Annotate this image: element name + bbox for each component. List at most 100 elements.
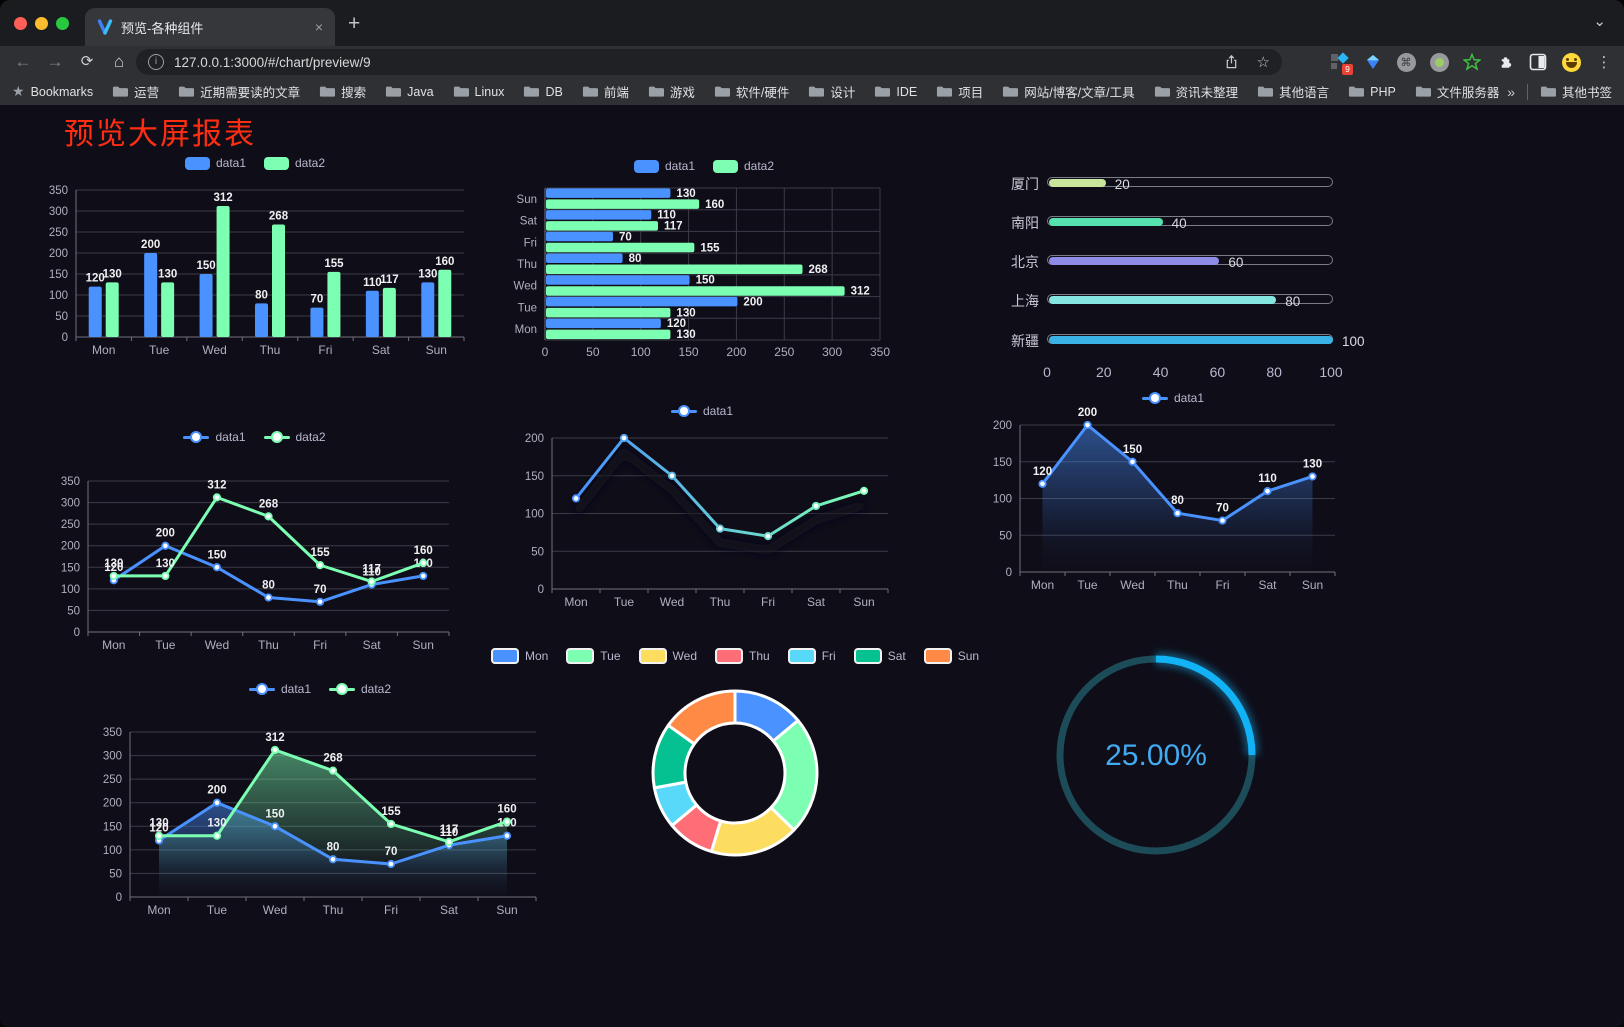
- data-point-marker[interactable]: [212, 493, 222, 502]
- legend-item-Tue[interactable]: Tue: [566, 648, 621, 664]
- record-extension-icon[interactable]: [1429, 52, 1449, 72]
- data-point-marker[interactable]: [154, 831, 164, 840]
- data-point-marker[interactable]: [270, 822, 280, 831]
- side-panel-icon[interactable]: [1528, 52, 1548, 72]
- browser-menu-kebab-icon[interactable]: ⋮: [1596, 54, 1612, 71]
- tab-close-icon[interactable]: ×: [314, 19, 323, 35]
- legend-item-data1[interactable]: data1: [183, 430, 246, 444]
- legend-item-Sun[interactable]: Sun: [923, 648, 979, 664]
- data-point-marker[interactable]: [367, 577, 376, 586]
- share-icon[interactable]: [1224, 54, 1239, 70]
- bookmark-folder[interactable]: Linux: [453, 85, 504, 99]
- bar-data1-Sun[interactable]: [421, 282, 435, 337]
- data-point-marker[interactable]: [1083, 420, 1092, 430]
- bookmark-folder[interactable]: DB: [523, 85, 563, 99]
- other-bookmarks-folder[interactable]: 其他书签: [1540, 82, 1612, 101]
- site-info-icon[interactable]: i: [148, 54, 164, 70]
- progress-track[interactable]: 40: [1047, 216, 1333, 231]
- new-tab-button[interactable]: +: [348, 12, 361, 35]
- bookmark-folder[interactable]: 设计: [808, 82, 855, 101]
- bookmark-folder[interactable]: 其他语言: [1257, 82, 1329, 101]
- data-point-marker[interactable]: [1173, 509, 1182, 518]
- bar-data2-Sat[interactable]: [382, 287, 396, 337]
- gem-extension-icon[interactable]: [1363, 52, 1383, 72]
- legend-item-data2[interactable]: data2: [329, 682, 391, 696]
- bar-data2-Wed[interactable]: [216, 205, 230, 337]
- bar-data1-Mon[interactable]: [546, 318, 661, 329]
- home-button[interactable]: ⌂: [113, 52, 125, 71]
- legend-item-data1[interactable]: data1: [184, 156, 246, 170]
- data-point-marker[interactable]: [161, 541, 170, 550]
- legend-item-Sat[interactable]: Sat: [853, 648, 906, 664]
- bar-data2-Thu[interactable]: [546, 264, 803, 275]
- legend-item-Wed[interactable]: Wed: [638, 648, 697, 664]
- bar-data2-Fri[interactable]: [327, 271, 341, 337]
- data-point-marker[interactable]: [328, 855, 338, 864]
- bookmark-star-icon[interactable]: ☆: [1256, 54, 1270, 71]
- bookmark-folder[interactable]: 项目: [936, 82, 983, 101]
- progress-track[interactable]: 100: [1047, 334, 1365, 349]
- bar-data2-Mon[interactable]: [546, 329, 671, 340]
- bar-data1-Tue[interactable]: [144, 253, 158, 337]
- data-point-marker[interactable]: [1218, 516, 1227, 525]
- data-point-marker[interactable]: [859, 486, 869, 495]
- url-text[interactable]: 127.0.0.1:3000/#/chart/preview/9: [174, 54, 371, 70]
- forward-button[interactable]: →: [46, 52, 64, 71]
- data-point-marker[interactable]: [109, 571, 118, 581]
- bar-data2-Tue[interactable]: [546, 307, 671, 318]
- extension-grid-icon[interactable]: 9: [1330, 52, 1353, 75]
- bookmark-folder[interactable]: Java: [385, 85, 434, 99]
- legend-item-data1[interactable]: data1: [633, 159, 695, 173]
- bar-data1-Tue[interactable]: [546, 296, 738, 307]
- data-point-marker[interactable]: [811, 501, 821, 511]
- data-point-marker[interactable]: [212, 831, 222, 840]
- data-point-marker[interactable]: [1263, 487, 1272, 496]
- bookmark-folder[interactable]: 前端: [582, 82, 629, 101]
- window-close-button[interactable]: [14, 17, 27, 30]
- bookmark-folder[interactable]: 运营: [112, 82, 159, 101]
- data-point-marker[interactable]: [619, 433, 629, 443]
- window-minimize-button[interactable]: [35, 17, 48, 30]
- data-point-marker[interactable]: [212, 563, 222, 572]
- bookmark-folder[interactable]: 文件服务器: [1415, 82, 1499, 101]
- data-point-marker[interactable]: [1038, 479, 1047, 488]
- data-point-marker[interactable]: [502, 817, 512, 826]
- browser-tab[interactable]: 预览-各种组件 ×: [85, 8, 335, 46]
- bar-data2-Fri[interactable]: [546, 242, 695, 253]
- bookmark-folder[interactable]: IDE: [874, 85, 917, 99]
- bookmark-folder[interactable]: 近期需要读的文章: [178, 82, 300, 101]
- data-point-marker[interactable]: [715, 524, 725, 533]
- legend-item-data1[interactable]: data1: [248, 682, 311, 696]
- star-extension-icon[interactable]: [1462, 52, 1482, 72]
- legend-item-data1[interactable]: data1: [670, 404, 733, 418]
- legend-item-Fri[interactable]: Fri: [787, 648, 836, 664]
- bar-data1-Wed[interactable]: [199, 274, 213, 337]
- data-point-marker[interactable]: [386, 819, 396, 829]
- bar-data2-Sun[interactable]: [546, 199, 700, 209]
- data-point-marker[interactable]: [1128, 457, 1137, 466]
- data-point-marker[interactable]: [386, 859, 396, 869]
- data-point-marker[interactable]: [763, 532, 773, 541]
- bookmark-folder[interactable]: 游戏: [648, 82, 695, 101]
- bar-data1-Sat[interactable]: [365, 290, 379, 337]
- tab-search-chevron-icon[interactable]: ⌄: [1593, 13, 1606, 30]
- legend-item-Mon[interactable]: Mon: [490, 648, 548, 664]
- data-point-marker[interactable]: [571, 494, 581, 503]
- bar-data2-Mon[interactable]: [105, 282, 119, 337]
- bookmark-folder[interactable]: 网站/博客/文章/工具: [1002, 82, 1135, 101]
- bookmarks-overflow-button[interactable]: »: [1507, 83, 1515, 100]
- bookmark-folder[interactable]: 软件/硬件: [714, 82, 789, 101]
- data-point-marker[interactable]: [667, 471, 677, 480]
- data-point-marker[interactable]: [419, 558, 428, 568]
- address-bar[interactable]: i 127.0.0.1:3000/#/chart/preview/9 ☆: [136, 49, 1282, 75]
- data-point-marker[interactable]: [161, 571, 170, 581]
- pie-segment-Sun[interactable]: [666, 689, 737, 746]
- data-point-marker[interactable]: [264, 512, 273, 521]
- data-point-marker[interactable]: [419, 571, 428, 581]
- data-point-marker[interactable]: [1308, 472, 1317, 481]
- command-extension-icon[interactable]: ⌘: [1396, 52, 1416, 72]
- bookmarks-manager-item[interactable]: ★ Bookmarks: [12, 83, 93, 100]
- data-point-marker[interactable]: [315, 597, 325, 606]
- progress-track[interactable]: 60: [1047, 255, 1333, 270]
- bar-data1-Thu[interactable]: [255, 303, 268, 337]
